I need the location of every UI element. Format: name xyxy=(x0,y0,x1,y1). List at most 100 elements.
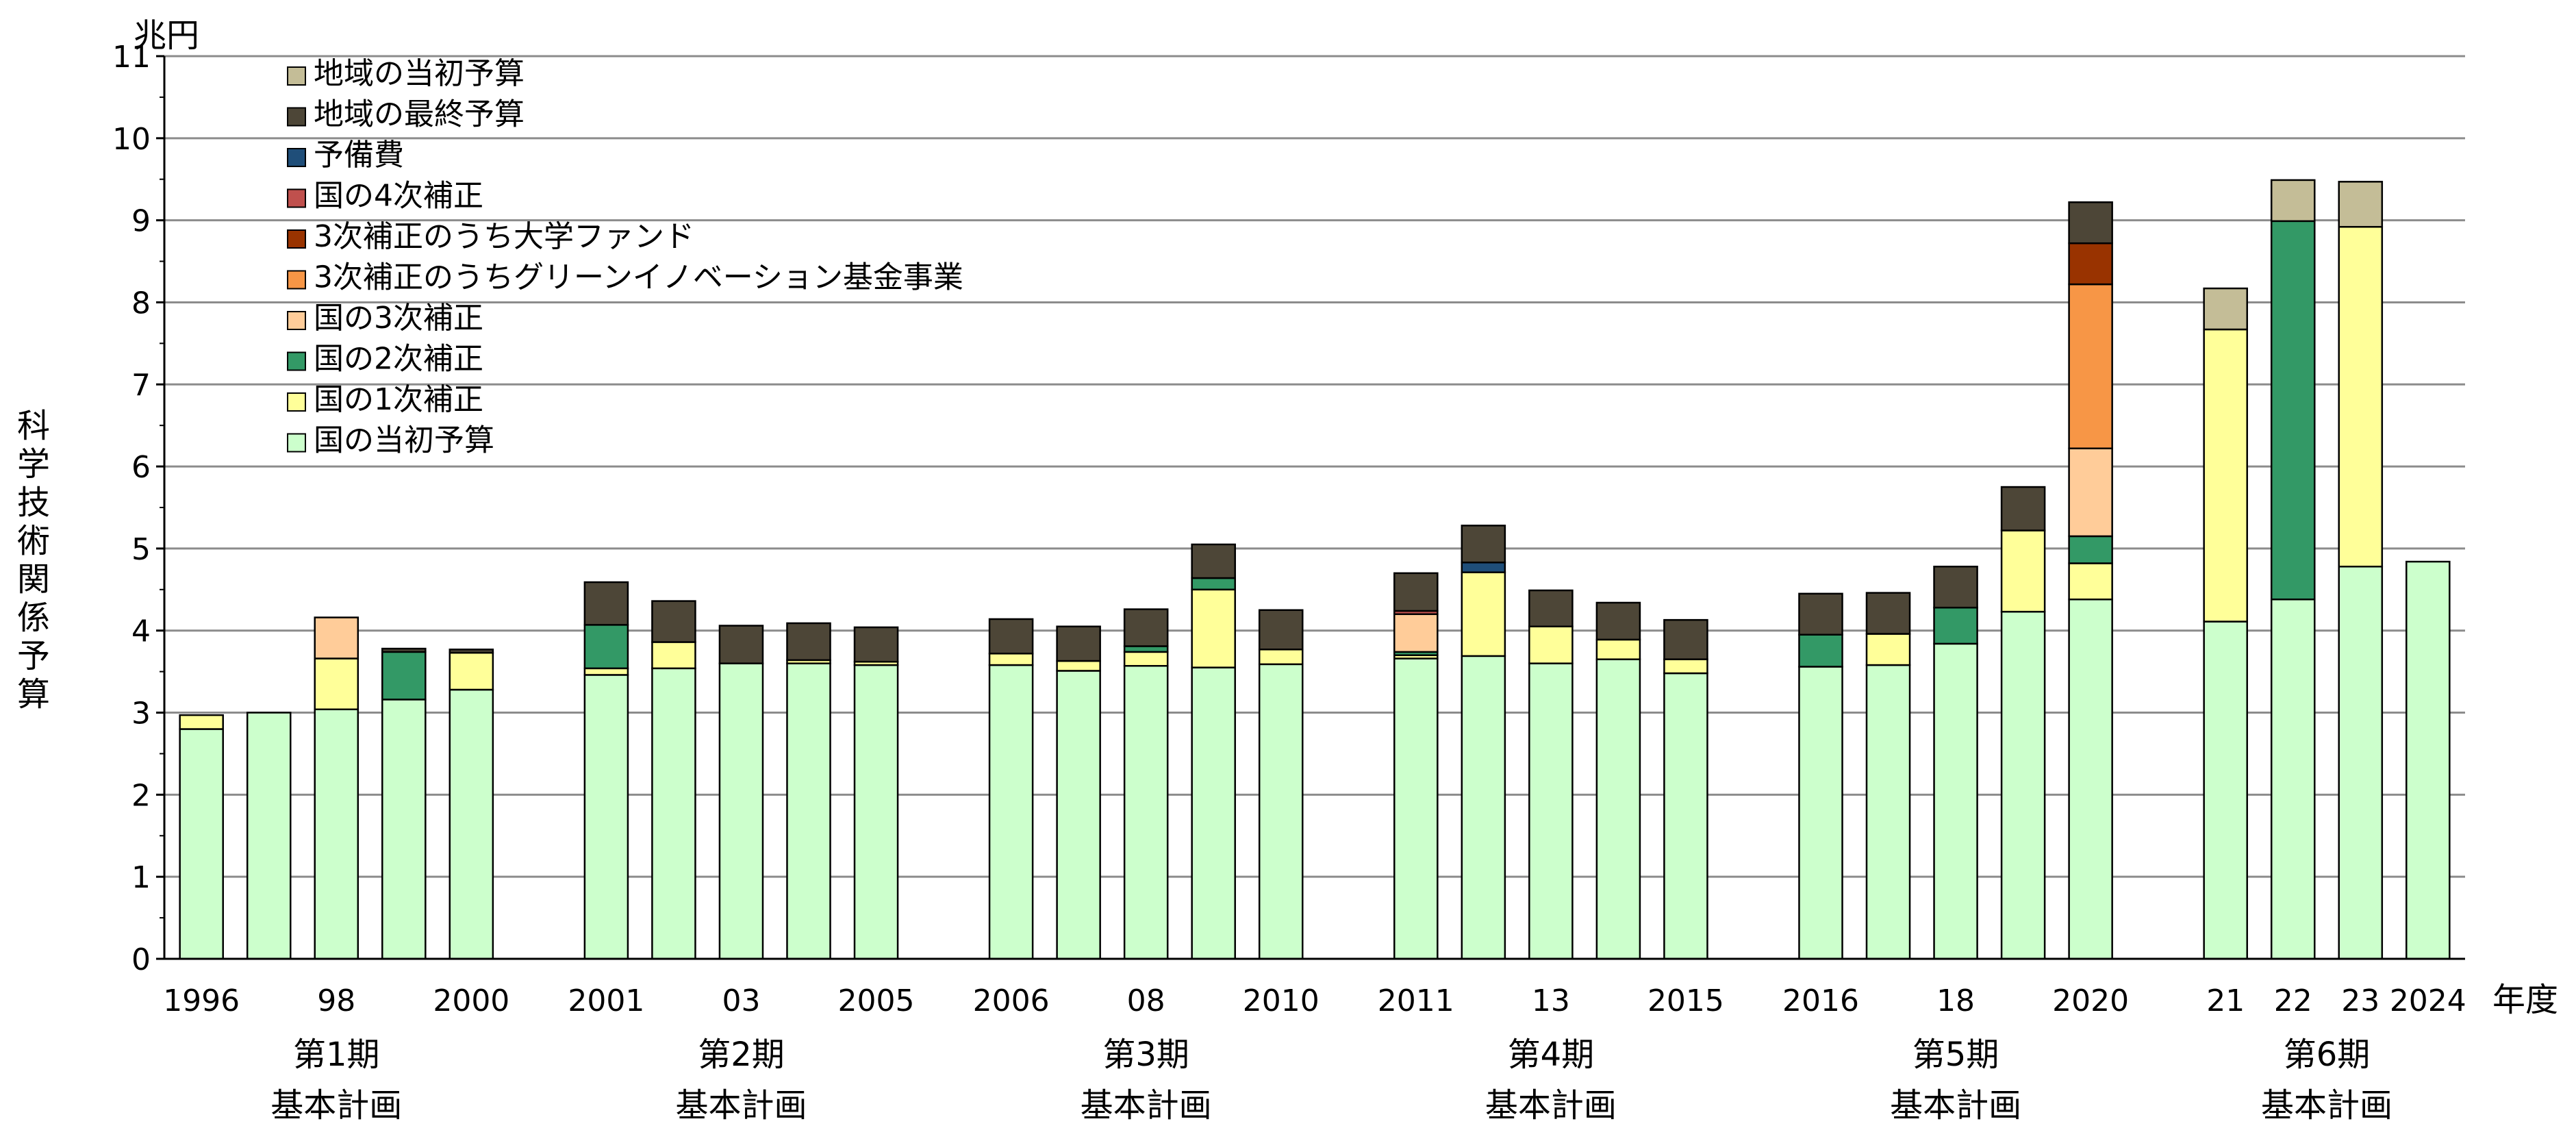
bar-segment xyxy=(1056,660,1101,672)
bar-segment xyxy=(2270,179,2316,223)
legend-label: 地域の最終予算 xyxy=(314,97,525,132)
x-tick-label: 2020 xyxy=(2052,983,2129,1018)
bar-segment xyxy=(1191,666,1236,960)
bar-segment xyxy=(2203,287,2248,331)
bar-segment xyxy=(1865,664,1911,960)
bar-segment xyxy=(1595,658,1641,960)
bar-segment xyxy=(1393,572,1439,612)
bar-segment xyxy=(853,664,899,960)
bar-segment xyxy=(651,667,696,960)
x-tick-label: 2011 xyxy=(1378,983,1454,1018)
bar-segment xyxy=(2068,242,2113,286)
x-tick-label: 2024 xyxy=(2390,983,2466,1018)
x-unit-label: 年度 xyxy=(2492,981,2558,1019)
bar-segment xyxy=(786,622,831,662)
plan-label: 基本計画 xyxy=(2261,1086,2392,1125)
bar-segment xyxy=(1528,625,1574,664)
plan-label: 基本計画 xyxy=(1890,1086,2021,1125)
bar-segment xyxy=(2068,283,2113,449)
bar-segment xyxy=(2338,566,2384,960)
y-tick-label: 1 xyxy=(131,860,151,895)
bar-segment xyxy=(2068,447,2113,538)
plan-label: 基本計画 xyxy=(270,1086,402,1125)
legend-label: 地域の当初予算 xyxy=(314,56,525,91)
x-tick-label: 2015 xyxy=(1647,983,1724,1018)
x-tick-label: 1996 xyxy=(163,983,240,1018)
bar-segment xyxy=(314,657,359,711)
bar-segment xyxy=(786,662,831,960)
bar-segment xyxy=(1123,664,1169,960)
bar-segment xyxy=(583,581,629,626)
y-tick-label: 4 xyxy=(131,614,151,649)
bar-segment xyxy=(381,647,427,653)
bar-segment xyxy=(718,625,764,664)
x-tick-label: 2016 xyxy=(1782,983,1859,1018)
bar-segment xyxy=(1258,609,1304,651)
bar-segment xyxy=(246,712,292,960)
bar-segment xyxy=(1933,566,1978,609)
bar-segment xyxy=(1865,592,1911,635)
bar-segment xyxy=(2338,225,2384,568)
legend-label: 国の1次補正 xyxy=(314,382,483,417)
bar-segment xyxy=(1798,666,1843,960)
x-tick-label: 23 xyxy=(2341,983,2379,1018)
period-label: 第5期 xyxy=(1912,1036,1999,1074)
y-unit-label: 兆円 xyxy=(134,16,199,55)
bar-segment xyxy=(1191,543,1236,579)
bar-segment xyxy=(1123,651,1169,667)
legend-swatch xyxy=(287,311,306,330)
bar-segment xyxy=(1798,592,1843,636)
bar-segment xyxy=(1123,608,1169,647)
bar-segment xyxy=(2068,535,2113,564)
bar-segment xyxy=(1663,672,1708,960)
bar-segment xyxy=(2068,562,2113,601)
bar-segment xyxy=(1933,642,1978,960)
plan-label: 基本計画 xyxy=(675,1086,807,1125)
y-tick-label: 5 xyxy=(131,532,151,567)
bar-segment xyxy=(2270,220,2316,601)
x-tick-label: 22 xyxy=(2274,983,2312,1018)
bar-segment xyxy=(1528,662,1574,960)
bar-segment xyxy=(1191,577,1236,591)
bar-segment xyxy=(651,600,696,643)
x-tick-label: 98 xyxy=(317,983,355,1018)
bar-segment xyxy=(988,618,1034,655)
bar-segment xyxy=(583,667,629,676)
bar-segment xyxy=(2203,620,2248,960)
y-axis-title: 科学技術関係予算 xyxy=(11,408,50,715)
x-tick-label: 13 xyxy=(1532,983,1570,1018)
x-tick-label: 21 xyxy=(2206,983,2245,1018)
legend-label: 国の当初予算 xyxy=(314,423,494,458)
legend-label: 3次補正のうちグリーンイノベーション基金事業 xyxy=(314,260,963,295)
bar-segment xyxy=(1056,670,1101,960)
bar-segment xyxy=(179,728,224,960)
x-tick-label: 2010 xyxy=(1243,983,1319,1018)
y-tick-label: 10 xyxy=(112,122,151,157)
bar-segment xyxy=(2405,560,2451,960)
bar-segment xyxy=(988,653,1034,666)
bars xyxy=(179,179,2451,960)
y-tick-label: 11 xyxy=(112,40,151,75)
legend-label: 3次補正のうち大学ファンド xyxy=(314,219,694,254)
period-label: 第4期 xyxy=(1508,1036,1595,1074)
x-tick-label: 2000 xyxy=(433,983,509,1018)
x-tick-labels: 1996 98 2000 2001 03 2005 2006 08 2010 2011 13 2015… xyxy=(163,983,2466,1018)
y-tick-label: 6 xyxy=(131,450,151,485)
x-tick-label: 18 xyxy=(1936,983,1975,1018)
bar-segment xyxy=(2203,328,2248,623)
x-tick-label: 2001 xyxy=(568,983,644,1018)
bar-segment xyxy=(179,714,224,730)
bar-segment xyxy=(2000,486,2046,531)
bar-segment xyxy=(1933,606,1978,645)
legend-swatch xyxy=(287,392,306,412)
bar-segment xyxy=(1056,625,1101,662)
bar-segment xyxy=(1461,571,1506,657)
bar-segment xyxy=(1528,589,1574,627)
bar-segment xyxy=(1865,633,1911,666)
period-label: 第3期 xyxy=(1102,1036,1189,1074)
bar-segment xyxy=(314,616,359,660)
period-label: 第6期 xyxy=(2284,1036,2371,1074)
